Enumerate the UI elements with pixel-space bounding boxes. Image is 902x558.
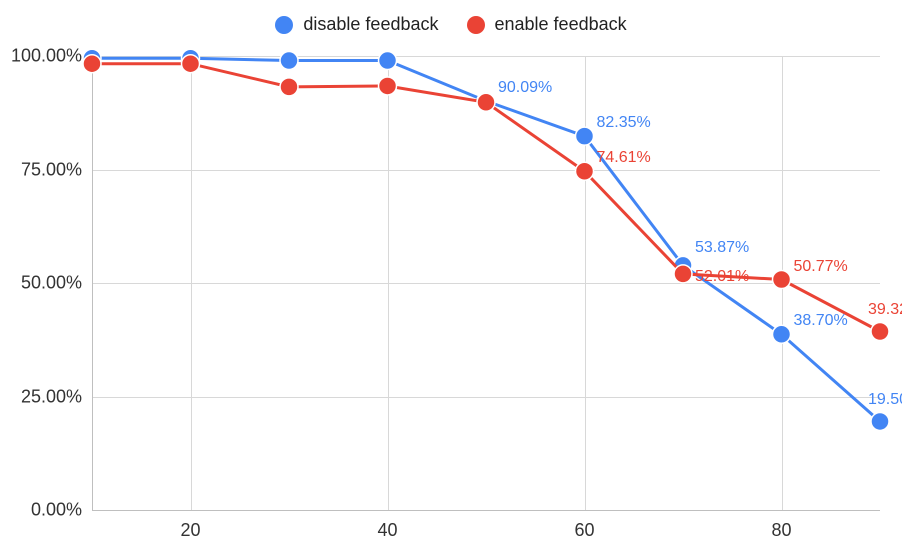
series-line-disable — [92, 58, 880, 421]
axis-border-bottom — [92, 510, 880, 511]
legend-item-enable: enable feedback — [467, 14, 627, 35]
series-marker-enable — [280, 78, 298, 96]
series-marker-enable — [871, 322, 889, 340]
y-tick-label: 25.00% — [21, 386, 92, 407]
y-tick-label: 100.00% — [11, 46, 92, 67]
x-tick-label: 40 — [377, 510, 397, 541]
series-marker-enable — [83, 55, 101, 73]
legend: disable feedback enable feedback — [0, 14, 902, 35]
x-tick-label: 20 — [180, 510, 200, 541]
series-marker-enable — [477, 93, 495, 111]
x-tick-label: 60 — [574, 510, 594, 541]
series-marker-disable — [576, 127, 594, 145]
series-marker-enable — [576, 162, 594, 180]
y-tick-label: 75.00% — [21, 159, 92, 180]
series-marker-disable — [280, 52, 298, 70]
legend-item-disable: disable feedback — [275, 14, 438, 35]
series-svg — [92, 56, 880, 510]
plot-area: 0.00%25.00%50.00%75.00%100.00%2040608090… — [92, 56, 880, 510]
legend-dot-enable — [467, 16, 485, 34]
series-marker-enable — [379, 77, 397, 95]
series-marker-enable — [674, 265, 692, 283]
series-marker-disable — [773, 325, 791, 343]
y-tick-label: 0.00% — [31, 500, 92, 521]
legend-label-enable: enable feedback — [495, 14, 627, 35]
y-tick-label: 50.00% — [21, 273, 92, 294]
x-tick-label: 80 — [771, 510, 791, 541]
chart-root: disable feedback enable feedback 0.00%25… — [0, 0, 902, 558]
series-marker-disable — [379, 52, 397, 70]
series-marker-enable — [773, 271, 791, 289]
legend-label-disable: disable feedback — [303, 14, 438, 35]
series-marker-enable — [182, 55, 200, 73]
legend-dot-disable — [275, 16, 293, 34]
series-marker-disable — [871, 412, 889, 430]
